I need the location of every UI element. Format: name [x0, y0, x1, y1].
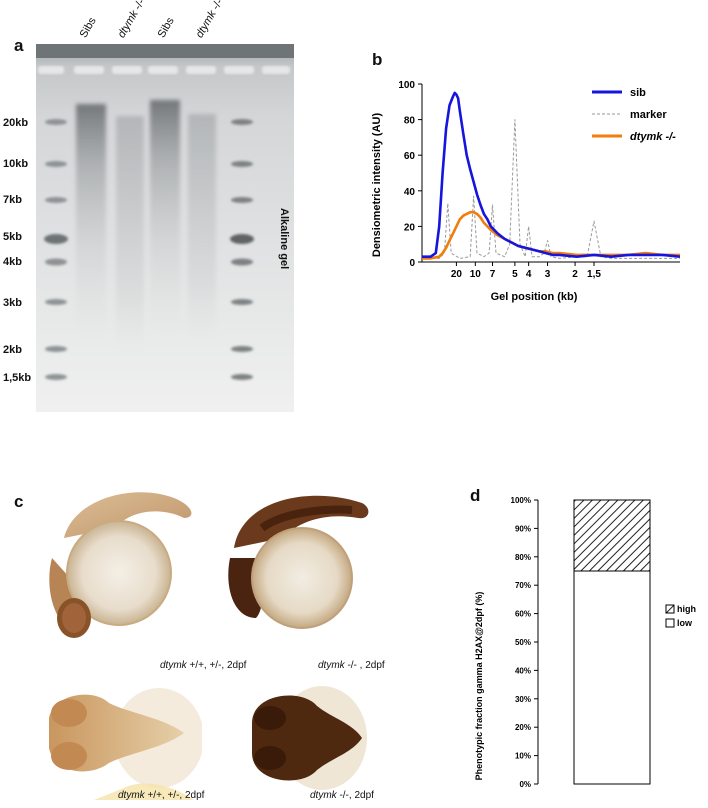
- size-label-7kb: 7kb: [3, 194, 22, 206]
- chart-b-ytick-label: 20: [404, 222, 416, 233]
- chart-d-ytick-label: 20%: [515, 723, 531, 732]
- size-label-1-5kb: 1,5kb: [3, 372, 32, 384]
- caption-wt-lateral: dtymk +/+, +/-, 2dpf: [160, 660, 247, 671]
- chart-b-xtick-label: 20: [451, 269, 463, 280]
- caption-mutant-dorsal: dtymk -/-, 2dpf: [310, 790, 374, 801]
- chart-b-series-dtymk-: [422, 210, 680, 260]
- chart-b-ytick-label: 100: [398, 80, 415, 91]
- chart-b-series-sib: [422, 91, 681, 258]
- chart-d-ytick-label: 40%: [515, 666, 531, 675]
- marker-ladder-right: [230, 119, 254, 380]
- chart-b-axes: 0 20 40 60 80 100 20 10 7 5 4 3 2 1,5: [398, 80, 680, 280]
- chart-b-xtick-label: 3: [545, 269, 551, 280]
- chart-d-bars: [573, 499, 651, 785]
- smear-lane-mut-1: [116, 116, 144, 356]
- embryo-image-mutant-lateral: [222, 478, 372, 648]
- chart-b-xtick-label: 4: [526, 269, 532, 280]
- gamma-h2ax-stacked-bar-chart: 0% 10% 20% 30% 40% 50% 60% 70% 80% 90% 100% high lo…: [474, 496, 696, 789]
- chart-d-legend-swatch: [665, 618, 675, 628]
- gel-type-label: Alkaline gel: [278, 208, 290, 270]
- chart-d-legend-label: low: [677, 618, 693, 628]
- chart-b-xtick-label: 10: [470, 269, 482, 280]
- chart-d-ytick-label: 100%: [511, 496, 531, 505]
- lane-label-4: dtymk -/-: [193, 0, 226, 41]
- smear-lane-sib-1: [76, 104, 106, 344]
- chart-b-ylabel: Densiometric intensity (AU): [371, 113, 383, 258]
- caption-mutant-lateral: dtymk -/- , 2dpf: [318, 660, 385, 671]
- chart-d-ytick-label: 80%: [515, 553, 531, 562]
- smear-lane-sib-2: [150, 100, 180, 340]
- size-label-5kb: 5kb: [3, 231, 22, 243]
- chart-d-legend-label: high: [677, 604, 696, 614]
- chart-d-legend: high low: [665, 604, 696, 628]
- chart-d-legend-swatch: [665, 604, 675, 614]
- size-label-10kb: 10kb: [3, 158, 29, 170]
- chart-b-legend-label: sib: [630, 87, 646, 99]
- lane-label-1: Sibs: [77, 15, 99, 41]
- gel-graphic: [36, 44, 294, 380]
- chart-d-ytick-label: 30%: [515, 695, 531, 704]
- embryo-image-mutant-dorsal: [222, 678, 372, 800]
- panel-c-letter: c: [14, 492, 24, 511]
- panel-b-letter: b: [372, 50, 383, 69]
- marker-ladder-left: [44, 119, 68, 380]
- chart-b-ytick-label: 60: [404, 151, 416, 162]
- chart-d-ytick-label: 70%: [515, 581, 531, 590]
- chart-d-ytick-label: 0%: [519, 780, 531, 789]
- chart-d-bar-high: [573, 499, 651, 572]
- chart-b-lines: [422, 91, 681, 260]
- chart-d-axes: 0% 10% 20% 30% 40% 50% 60% 70% 80% 90% 100%: [511, 496, 539, 789]
- size-label-3kb: 3kb: [3, 297, 22, 309]
- caption-wt-dorsal: dtymk +/+, +/-, 2dpf: [118, 790, 205, 801]
- chart-b-legend-label: dtymk -/-: [630, 131, 676, 143]
- chart-d-ylabel: Phenotypic fraction gamma H2AX@2dpf (%): [474, 592, 484, 781]
- chart-b-xlabel: Gel position (kb): [491, 291, 578, 303]
- chart-d-bar-low: [573, 570, 651, 785]
- chart-b-xtick-label: 7: [490, 269, 496, 280]
- chart-b-xtick-label: 5: [512, 269, 518, 280]
- chart-b-xtick-label: 2: [572, 269, 578, 280]
- chart-b-ytick-label: 80: [404, 116, 416, 127]
- chart-b-legend-label: marker: [630, 109, 667, 121]
- chart-d-ytick-label: 60%: [515, 610, 531, 619]
- chart-b-ytick-label: 40: [404, 187, 416, 198]
- lane-label-2: dtymk -/-: [115, 0, 148, 41]
- gel-wells: [38, 66, 290, 74]
- chart-d-ytick-label: 90%: [515, 524, 531, 533]
- panel-d-letter: d: [470, 486, 481, 505]
- chart-b-xtick-label: 1,5: [587, 269, 601, 280]
- lane-label-3: Sibs: [155, 15, 177, 41]
- alkaline-gel-image: [36, 44, 294, 412]
- chart-d-ytick-label: 10%: [515, 752, 531, 761]
- size-label-4kb: 4kb: [3, 256, 22, 268]
- smear-lane-mut-2: [188, 114, 216, 344]
- chart-b-ytick-label: 0: [409, 258, 415, 269]
- densitometry-line-chart: 0 20 40 60 80 100 20 10 7 5 4 3 2 1,5 sib marker dtymk …: [371, 80, 681, 303]
- size-label-2kb: 2kb: [3, 344, 22, 356]
- chart-b-legend: sib marker dtymk -/-: [592, 87, 676, 143]
- chart-d-ytick-label: 50%: [515, 638, 531, 647]
- embryo-image-wt-dorsal: [34, 678, 202, 800]
- panel-a-letter: a: [14, 36, 24, 55]
- size-label-20kb: 20kb: [3, 117, 29, 129]
- embryo-image-wt-lateral: [34, 478, 202, 648]
